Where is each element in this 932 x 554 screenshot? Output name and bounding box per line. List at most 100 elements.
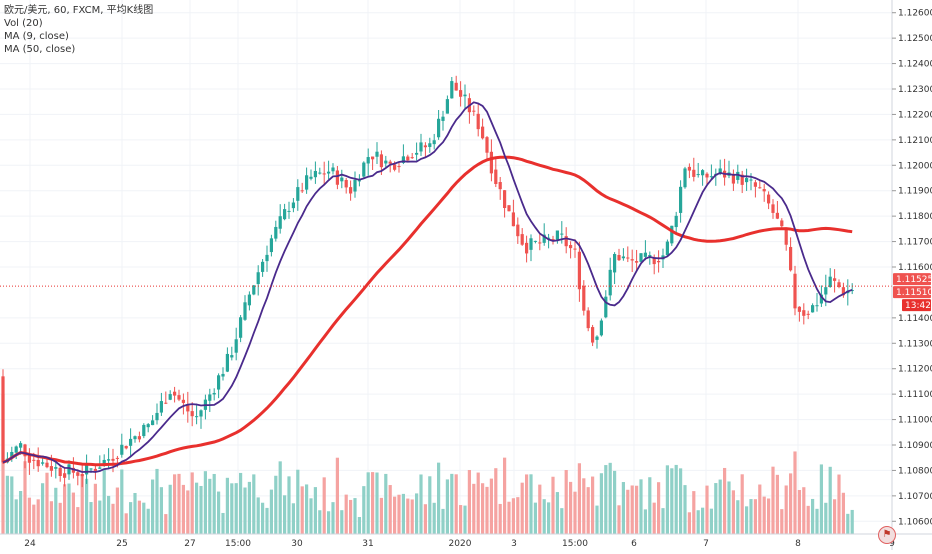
volume-bar <box>657 482 661 534</box>
candle-body <box>489 151 493 174</box>
candle-body <box>173 391 177 396</box>
volume-bar <box>463 505 467 534</box>
candle-body <box>45 462 49 468</box>
candle-body <box>41 462 45 464</box>
flag-icon[interactable]: ⚑ <box>878 526 896 544</box>
volume-bar <box>76 507 80 534</box>
candle-body <box>837 282 841 288</box>
candle-body <box>164 402 168 404</box>
volume-bar <box>344 494 348 534</box>
legend: 欧元/美元, 60, FXCM, 平均K线图 Vol (20) MA (9, c… <box>4 4 153 56</box>
price-tick-label: 1.12600 <box>898 9 932 19</box>
candle-body <box>410 157 414 159</box>
volume-bar <box>357 517 361 534</box>
time-tick-label: 2020 <box>449 539 472 549</box>
volume-bar <box>828 466 832 534</box>
ma9-legend[interactable]: MA (9, close) <box>4 31 69 42</box>
candle-body <box>397 166 401 168</box>
candle-body <box>124 445 128 449</box>
candle-body <box>740 174 744 185</box>
volume-bar <box>115 487 119 534</box>
candle-body <box>635 261 639 263</box>
volume-bars <box>1 394 854 534</box>
candle-body <box>498 182 502 190</box>
candle-body <box>129 438 133 446</box>
volume-bar <box>239 472 243 534</box>
time-tag-bg <box>902 299 931 312</box>
candle-body <box>639 253 643 262</box>
volume-bar <box>674 464 678 534</box>
candle-body <box>481 126 485 139</box>
candle-body <box>296 187 300 201</box>
candle-body <box>137 436 141 440</box>
volume-bar <box>683 485 687 534</box>
candle-body <box>85 465 89 475</box>
candle-body <box>212 392 216 395</box>
candle-body <box>261 261 265 272</box>
candle-body <box>476 113 480 130</box>
volume-bar <box>529 474 533 534</box>
volume-bar <box>353 498 357 534</box>
candle-body <box>560 233 564 235</box>
time-tag: 13:42 <box>905 301 931 311</box>
candle-body <box>617 255 621 261</box>
volume-bar <box>604 465 608 534</box>
candle-body <box>388 161 392 164</box>
volume-bar <box>423 504 427 534</box>
vol-legend[interactable]: Vol (20) <box>4 18 43 29</box>
candle-body <box>283 209 287 220</box>
candle-body <box>784 229 788 245</box>
candle-body <box>542 234 546 243</box>
candle-body <box>450 81 454 99</box>
volume-bar <box>507 501 511 534</box>
candle-body <box>463 94 467 97</box>
volume-bar <box>793 451 797 534</box>
price-tick-label: 1.10900 <box>898 441 932 451</box>
price-tick-label: 1.10600 <box>898 517 932 527</box>
candle-body <box>23 444 27 457</box>
candle-body <box>833 278 837 281</box>
volume-bar <box>687 512 691 534</box>
candle-body <box>195 416 199 418</box>
candle-body <box>300 190 304 192</box>
ma50-line <box>2 155 853 467</box>
volume-bar <box>560 508 564 534</box>
candle-body <box>19 443 23 448</box>
candle-body <box>419 142 423 152</box>
candle-body <box>529 238 533 250</box>
volume-bar <box>410 499 414 534</box>
volume-bar <box>129 502 133 534</box>
volume-bar <box>630 485 634 534</box>
ma50-legend[interactable]: MA (50, close) <box>4 44 76 55</box>
candle-body <box>133 436 137 440</box>
price-tick-label: 1.12100 <box>898 136 932 146</box>
volume-bar <box>58 502 62 534</box>
candle-body <box>705 173 709 178</box>
ma9-line <box>2 101 853 473</box>
candle-body <box>322 173 326 175</box>
volume-bar <box>335 457 339 534</box>
candle-body <box>459 90 463 97</box>
candle-body <box>327 171 331 174</box>
candle-body <box>841 287 845 296</box>
candle-body <box>239 317 243 338</box>
volume-bar <box>309 498 313 534</box>
volume-bar <box>661 508 665 534</box>
candle-body <box>177 395 181 400</box>
candle-body <box>731 173 735 184</box>
volume-bar <box>159 487 163 534</box>
volume-bar <box>643 509 647 534</box>
candle-body <box>525 242 529 254</box>
price-tick-label: 1.10800 <box>898 466 932 476</box>
candle-body <box>652 257 656 265</box>
volume-bar <box>525 474 529 534</box>
time-tick-label: 3 <box>511 539 517 549</box>
volume-bar <box>806 505 810 534</box>
candle-body <box>485 137 489 153</box>
volume-bar <box>599 473 603 534</box>
candle-body <box>93 468 97 471</box>
candle-body <box>573 248 577 250</box>
volume-bar <box>784 485 788 534</box>
